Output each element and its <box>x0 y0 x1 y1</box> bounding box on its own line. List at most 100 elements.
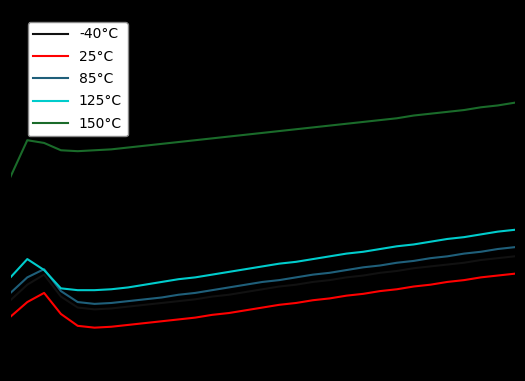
85°C <box>142 297 148 302</box>
-40°C <box>226 293 232 297</box>
25°C <box>7 314 14 319</box>
85°C <box>91 302 98 306</box>
125°C <box>243 267 249 271</box>
25°C <box>360 291 366 296</box>
150°C <box>58 148 64 152</box>
85°C <box>461 251 467 256</box>
85°C <box>310 272 316 277</box>
-40°C <box>511 254 518 259</box>
25°C <box>159 319 165 323</box>
150°C <box>377 118 383 122</box>
25°C <box>276 303 282 307</box>
-40°C <box>377 271 383 275</box>
25°C <box>91 325 98 330</box>
25°C <box>41 291 47 295</box>
85°C <box>495 247 501 251</box>
Line: 85°C: 85°C <box>10 247 514 304</box>
150°C <box>142 143 148 148</box>
150°C <box>209 136 215 141</box>
125°C <box>310 257 316 261</box>
-40°C <box>175 299 182 303</box>
-40°C <box>411 266 417 271</box>
Line: 25°C: 25°C <box>10 274 514 328</box>
125°C <box>7 275 14 280</box>
150°C <box>7 174 14 179</box>
85°C <box>427 256 434 261</box>
125°C <box>24 257 30 261</box>
150°C <box>495 103 501 108</box>
25°C <box>192 315 198 320</box>
25°C <box>394 287 400 291</box>
-40°C <box>444 262 450 267</box>
125°C <box>259 264 266 269</box>
85°C <box>125 299 131 303</box>
125°C <box>444 237 450 241</box>
150°C <box>461 108 467 112</box>
150°C <box>159 142 165 146</box>
150°C <box>427 111 434 116</box>
-40°C <box>209 294 215 299</box>
-40°C <box>159 301 165 305</box>
85°C <box>259 280 266 284</box>
125°C <box>511 227 518 232</box>
125°C <box>394 244 400 248</box>
125°C <box>58 286 64 291</box>
25°C <box>108 325 114 329</box>
-40°C <box>461 261 467 265</box>
Line: 150°C: 150°C <box>10 103 514 177</box>
125°C <box>478 232 484 237</box>
-40°C <box>108 306 114 311</box>
-40°C <box>394 269 400 273</box>
85°C <box>7 291 14 295</box>
85°C <box>343 268 350 272</box>
150°C <box>511 101 518 105</box>
25°C <box>310 298 316 303</box>
150°C <box>91 148 98 152</box>
125°C <box>276 261 282 266</box>
25°C <box>209 312 215 317</box>
25°C <box>142 321 148 325</box>
-40°C <box>243 290 249 294</box>
85°C <box>24 275 30 280</box>
85°C <box>243 282 249 287</box>
-40°C <box>327 278 333 282</box>
85°C <box>175 293 182 297</box>
25°C <box>243 308 249 312</box>
150°C <box>259 131 266 135</box>
125°C <box>226 270 232 274</box>
-40°C <box>41 272 47 277</box>
25°C <box>495 273 501 278</box>
-40°C <box>360 273 366 278</box>
85°C <box>41 267 47 271</box>
85°C <box>58 289 64 293</box>
-40°C <box>142 303 148 307</box>
150°C <box>327 123 333 128</box>
-40°C <box>125 304 131 309</box>
-40°C <box>7 298 14 303</box>
25°C <box>461 278 467 282</box>
-40°C <box>495 256 501 261</box>
125°C <box>343 251 350 256</box>
125°C <box>125 285 131 290</box>
150°C <box>243 133 249 137</box>
125°C <box>91 288 98 293</box>
125°C <box>427 239 434 244</box>
25°C <box>377 289 383 293</box>
125°C <box>461 235 467 239</box>
150°C <box>478 105 484 110</box>
85°C <box>159 295 165 300</box>
125°C <box>377 247 383 251</box>
25°C <box>511 271 518 276</box>
150°C <box>75 149 81 154</box>
150°C <box>125 145 131 150</box>
25°C <box>226 311 232 315</box>
25°C <box>478 275 484 280</box>
85°C <box>394 261 400 265</box>
150°C <box>343 122 350 126</box>
Legend: -40°C, 25°C, 85°C, 125°C, 150°C: -40°C, 25°C, 85°C, 125°C, 150°C <box>27 22 128 136</box>
-40°C <box>24 282 30 287</box>
25°C <box>58 312 64 316</box>
150°C <box>226 134 232 139</box>
85°C <box>327 271 333 275</box>
85°C <box>192 291 198 295</box>
